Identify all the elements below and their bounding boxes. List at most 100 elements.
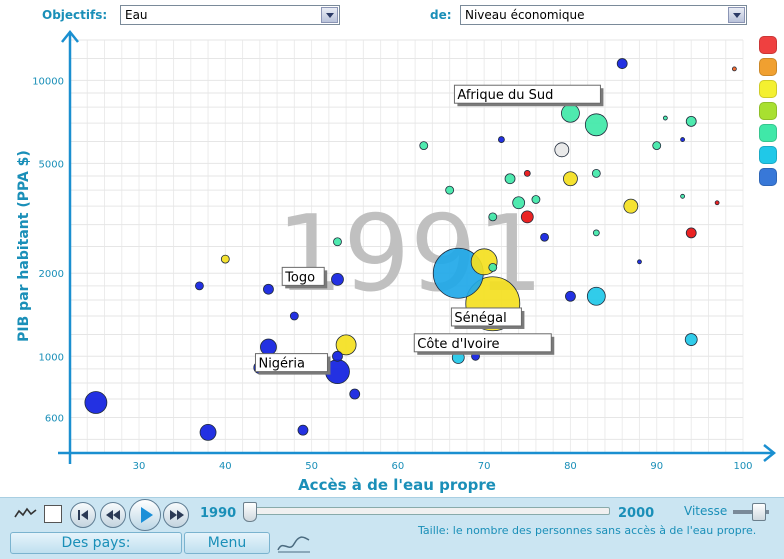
x-tick-label: 90 [650,461,663,472]
y-axis-label: PIB par habitant (PPA $) [16,150,32,342]
bubble[interactable] [563,171,578,187]
x-tick-label: 80 [564,461,577,472]
y-tick-label: 10000 [32,76,64,87]
fast-forward-button[interactable] [163,502,189,528]
callout-label: Sénégal [454,311,506,326]
bubble[interactable] [540,232,549,242]
bubble[interactable] [445,185,455,195]
bubble[interactable] [260,338,277,356]
legend-swatch[interactable] [759,36,777,54]
start-year: 1990 [200,506,237,521]
legend-swatch[interactable] [759,80,777,98]
bubble[interactable] [584,113,608,137]
objectifs-label: Objectifs: [42,8,108,22]
playback-panel: 1990 2000 Vitesse Taille: le nombre des … [0,497,784,559]
y-tick-label: 1000 [39,352,64,363]
bubble[interactable] [684,333,698,346]
x-axis-arrow [763,444,777,462]
signature-icon[interactable] [275,531,313,555]
year-slider-track[interactable] [243,507,610,515]
legend-swatch[interactable] [759,124,777,142]
end-year: 2000 [618,506,655,521]
bubble[interactable] [349,388,361,400]
country-callouts: Afrique du Sud Togo Côte d'Ivoire Sénégal Ni… [254,84,604,375]
speed-label: Vitesse [684,504,728,518]
play-icon [141,507,153,523]
skip-start-button[interactable] [70,502,96,528]
bubble[interactable] [591,168,601,178]
bubble[interactable] [504,173,516,185]
bubble[interactable] [289,311,299,321]
bubble[interactable] [685,115,697,127]
y-axis-arrow [61,29,79,43]
year-slider-thumb[interactable] [243,502,257,522]
bubble[interactable] [498,136,505,143]
bubble[interactable] [220,254,230,264]
bubble[interactable] [561,103,580,123]
de-select[interactable]: Niveau économique [460,5,747,25]
bubble[interactable] [297,424,309,436]
bubble[interactable] [652,141,662,151]
bubble[interactable] [84,391,108,414]
bubble[interactable] [263,283,274,295]
callout-label: Togo [284,270,315,285]
objectifs-select[interactable]: Eau [120,5,340,25]
bubble[interactable] [714,200,720,206]
callout-label: Nigéria [258,357,305,372]
bubble[interactable] [637,259,642,265]
bubble[interactable] [662,115,668,121]
chevron-down-icon[interactable] [728,7,745,23]
y-tick-label: 5000 [39,159,64,170]
bubble[interactable] [331,272,344,286]
de-label: de: [430,8,452,22]
bubble[interactable] [332,350,343,362]
bubble[interactable] [523,169,531,177]
bubble[interactable] [623,198,639,214]
menu-button[interactable]: Menu [184,532,270,554]
bubble[interactable] [512,196,526,210]
x-tick-label: 70 [478,461,491,472]
bubble[interactable] [531,195,541,204]
bubble[interactable] [685,227,697,239]
bubble[interactable] [731,66,737,72]
bubble[interactable] [554,142,570,158]
bubble[interactable] [680,193,686,199]
bubble[interactable] [419,141,429,151]
chevron-down-icon[interactable] [321,7,338,23]
de-value: Niveau économique [465,8,585,22]
bubble[interactable] [565,290,576,302]
speed-slider-track[interactable] [733,510,769,514]
countries-button[interactable]: Des pays: [10,532,182,554]
x-axis-label: Accès à de l'eau propre [298,476,496,494]
x-tick-label: 50 [305,461,318,472]
bubble[interactable] [616,58,628,69]
legend-swatch[interactable] [759,58,777,76]
country-callout: Côte d'Ivoire [413,333,555,355]
callout-box [254,353,328,373]
y-tick-label: 2000 [39,269,64,280]
speed-slider-thumb[interactable] [752,503,766,521]
callout-label: Côte d'Ivoire [417,337,499,352]
bubble[interactable] [488,262,498,272]
trail-checkbox[interactable] [44,505,62,523]
bubble[interactable] [195,281,204,291]
bubble-chart[interactable]: 1991 30 40 50 60 70 80 90 100600100020005000100… [0,0,784,497]
play-button[interactable] [129,499,161,531]
legend-swatch[interactable] [759,146,777,164]
callout-box [413,333,552,353]
bubble[interactable] [680,137,686,142]
bubble[interactable] [335,334,357,356]
rewind-icon [106,510,113,520]
bubble[interactable] [488,212,498,222]
bubble[interactable] [333,237,342,247]
country-callout: Togo [281,266,328,289]
legend-swatch[interactable] [759,168,777,186]
bubble[interactable] [586,286,606,306]
bubble[interactable] [199,423,217,441]
callout-label: Afrique du Sud [457,88,553,103]
trail-icon[interactable] [14,506,38,520]
legend-swatch[interactable] [759,102,777,120]
bubble[interactable] [520,210,534,224]
rewind-button[interactable] [100,502,126,528]
bubble[interactable] [592,229,600,237]
